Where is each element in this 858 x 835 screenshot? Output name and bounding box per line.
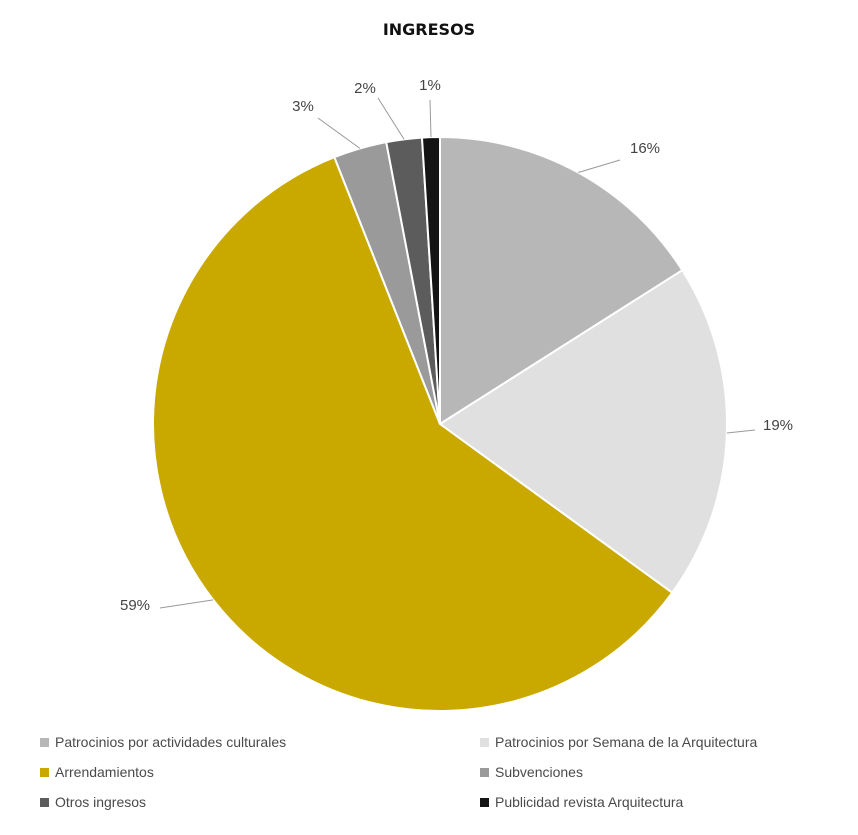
leader-line	[377, 97, 405, 140]
legend-item-publicidad-revista: Publicidad revista Arquitectura	[480, 794, 683, 810]
legend-swatch	[40, 737, 49, 747]
data-label: 2%	[354, 80, 376, 97]
legend-item-patrocinios-semana: Patrocinios por Semana de la Arquitectur…	[480, 734, 757, 750]
data-label: 19%	[763, 417, 793, 434]
legend-item-patrocinios-actividades: Patrocinios por actividades culturales	[40, 734, 286, 750]
pie-slice	[438, 268, 728, 595]
leader-line	[429, 99, 432, 138]
leader-line	[726, 429, 756, 434]
legend-swatch	[480, 797, 489, 807]
legend-label: Otros ingresos	[55, 794, 147, 810]
legend-label: Patrocinios por Semana de la Arquitectur…	[495, 734, 758, 750]
data-label: 16%	[630, 140, 660, 157]
legend-swatch	[40, 797, 49, 807]
chart-title: INGRESOS	[382, 20, 476, 39]
data-label: 59%	[120, 597, 150, 614]
pie-slice	[439, 135, 684, 426]
legend-label: Subvenciones	[495, 764, 583, 780]
data-label: 3%	[292, 98, 314, 115]
pie-chart: 16% 19% 59% 3% 2% 1%	[120, 77, 793, 712]
leader-line	[317, 117, 361, 149]
legend-label: Arrendamientos	[55, 764, 154, 780]
legend-swatch	[480, 737, 489, 747]
pie-slice	[152, 155, 674, 712]
legend-label: Publicidad revista Arquitectura	[495, 794, 684, 810]
leader-line	[159, 599, 214, 609]
legend-swatch	[40, 767, 49, 777]
legend: Patrocinios por actividades culturales P…	[40, 730, 840, 830]
legend-item-subvenciones: Subvenciones	[480, 764, 583, 780]
legend-item-arrendamientos: Arrendamientos	[40, 764, 154, 780]
leader-line	[578, 159, 621, 173]
legend-item-otros-ingresos: Otros ingresos	[40, 794, 146, 810]
data-label: 1%	[419, 77, 441, 94]
legend-label: Patrocinios por actividades culturales	[55, 734, 287, 750]
legend-swatch	[480, 767, 489, 777]
